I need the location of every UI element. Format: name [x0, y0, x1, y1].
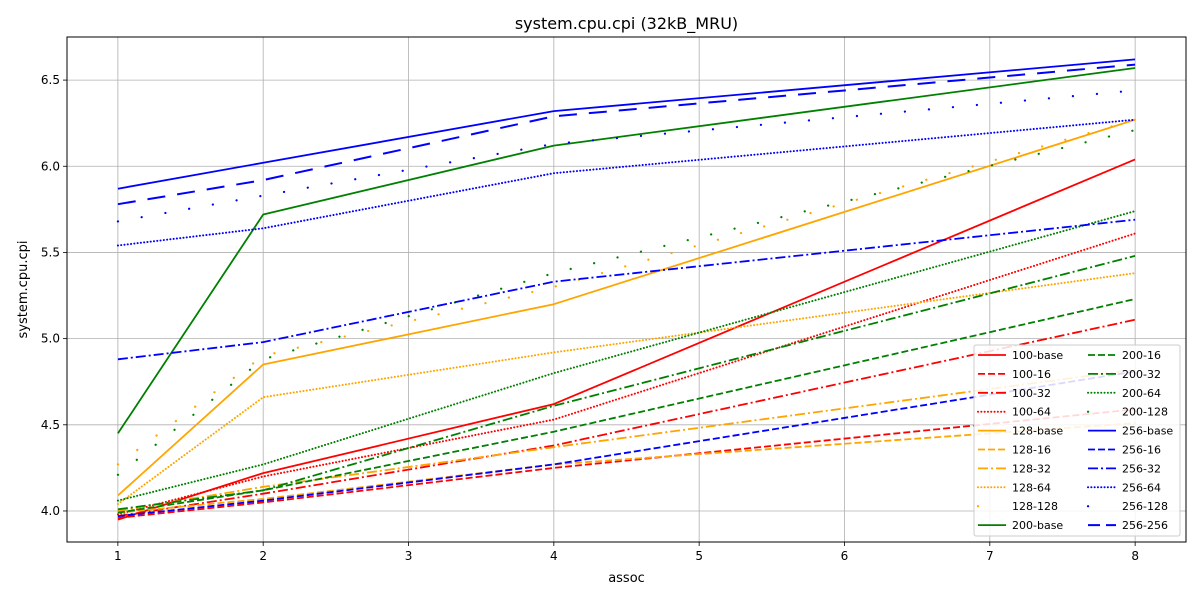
legend-label: 100-16 — [1012, 368, 1051, 381]
legend-label: 256-16 — [1122, 444, 1161, 457]
x-tick-label: 3 — [405, 549, 413, 563]
series-line-256-16 — [117, 370, 1136, 517]
series-line-100-16 — [117, 408, 1136, 519]
chart-title: system.cpu.cpi (32kB_MRU) — [515, 14, 738, 34]
legend-label: 200-16 — [1122, 349, 1161, 362]
x-tick-label: 7 — [986, 549, 994, 563]
y-tick-label: 6.0 — [41, 159, 60, 173]
legend-label: 100-base — [1012, 349, 1063, 362]
series-line-200-base — [117, 67, 1136, 434]
series-line-200-32 — [117, 255, 1136, 511]
legend-label: 256-base — [1122, 425, 1173, 438]
legend-label: 100-32 — [1012, 387, 1051, 400]
legend-label: 200-base — [1012, 519, 1063, 532]
series-line-200-64 — [116, 210, 1137, 502]
x-axis-label: assoc — [608, 571, 645, 586]
x-tick-label: 5 — [695, 549, 703, 563]
series-line-200-128 — [116, 129, 1137, 476]
y-tick-label: 5.5 — [41, 245, 60, 259]
plot-frame — [66, 36, 1187, 543]
series-line-256-64 — [116, 118, 1137, 247]
y-axis-label: system.cpu.cpi — [16, 241, 31, 339]
legend-label: 128-64 — [1012, 481, 1051, 494]
y-tick-label: 6.5 — [41, 73, 60, 87]
series-line-200-16 — [117, 298, 1136, 514]
legend-label: 200-32 — [1122, 368, 1161, 381]
series-line-256-32 — [117, 218, 1136, 361]
series-line-256-256 — [117, 63, 1136, 206]
series-line-128-64 — [116, 272, 1137, 506]
legend-label: 256-32 — [1122, 462, 1161, 475]
y-axis: 4.0 4.5 5.0 5.5 6.0 6.5 — [41, 73, 67, 518]
legend-label: 100-64 — [1012, 406, 1051, 419]
legend-label: 128-128 — [1012, 500, 1058, 513]
y-tick-label: 4.5 — [41, 418, 60, 432]
x-tick-label: 8 — [1131, 549, 1139, 563]
x-tick-label: 4 — [550, 549, 558, 563]
legend: 100-base 100-16 100-32 100-64 128-base 128-16… — [973, 344, 1181, 537]
x-axis: 1 2 3 4 5 6 7 8 — [114, 542, 1139, 563]
legend-label: 128-base — [1012, 425, 1063, 438]
x-tick-label: 1 — [114, 549, 122, 563]
legend-label: 256-256 — [1122, 519, 1168, 532]
y-tick-label: 5.0 — [41, 332, 60, 346]
legend-box — [973, 344, 1181, 537]
y-tick-label: 4.0 — [41, 504, 60, 518]
series-line-100-base — [117, 158, 1136, 521]
legend-label: 200-128 — [1122, 406, 1168, 419]
legend-label: 256-128 — [1122, 500, 1168, 513]
series-line-128-base — [117, 118, 1136, 497]
x-tick-label: 6 — [841, 549, 849, 563]
series-line-256-base — [117, 58, 1136, 190]
legend-label: 200-64 — [1122, 387, 1161, 400]
x-tick-label: 2 — [259, 549, 267, 563]
legend-label: 128-32 — [1012, 462, 1051, 475]
series-line-100-64 — [116, 232, 1137, 516]
legend-label: 256-64 — [1122, 481, 1161, 494]
legend-label: 128-16 — [1012, 444, 1051, 457]
series-group — [116, 58, 1137, 521]
